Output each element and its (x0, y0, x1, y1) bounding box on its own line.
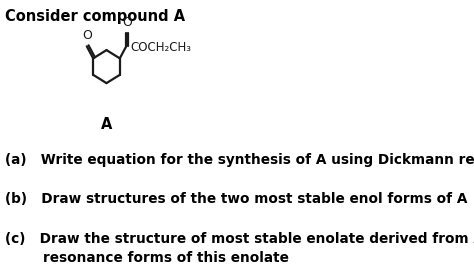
Text: (c)   Draw the structure of most stable enolate derived from A and draw the
    : (c) Draw the structure of most stable en… (5, 232, 474, 265)
Text: Consider compound A: Consider compound A (5, 9, 185, 24)
Text: (a)   Write equation for the synthesis of A using Dickmann reaction: (a) Write equation for the synthesis of … (5, 153, 474, 167)
Text: (b)   Draw structures of the two most stable enol forms of A: (b) Draw structures of the two most stab… (5, 192, 467, 206)
Text: A: A (101, 117, 112, 132)
Text: COCH₂CH₃: COCH₂CH₃ (131, 41, 191, 54)
Text: O: O (82, 28, 92, 42)
Text: O: O (122, 16, 132, 29)
